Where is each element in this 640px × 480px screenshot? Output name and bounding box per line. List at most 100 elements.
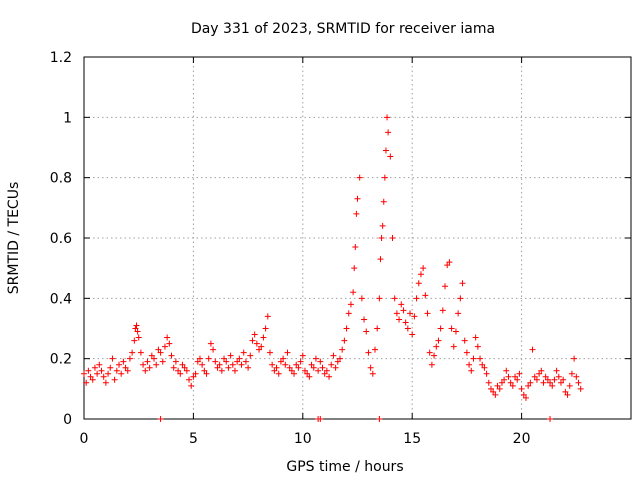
- data-point: [459, 280, 466, 287]
- data-point: [280, 355, 287, 362]
- data-point: [562, 388, 569, 395]
- data-point: [113, 367, 120, 374]
- data-point: [536, 370, 543, 377]
- data-point: [286, 364, 293, 371]
- data-point: [461, 337, 468, 344]
- data-point: [553, 367, 560, 374]
- data-point: [380, 198, 387, 205]
- data-point: [372, 346, 379, 353]
- data-point: [529, 346, 536, 353]
- x-tick-labels: 0 5 10 15 20: [80, 431, 531, 447]
- x-tick-label: 0: [80, 431, 89, 447]
- data-point: [341, 337, 348, 344]
- data-point: [571, 355, 578, 362]
- data-point: [352, 244, 359, 251]
- data-point: [249, 337, 256, 344]
- y-axis-title: SRMTID / TECUs: [6, 182, 22, 295]
- y-tick-label: 0: [63, 412, 72, 428]
- data-point: [415, 280, 422, 287]
- data-point: [126, 355, 133, 362]
- data-point: [304, 370, 311, 377]
- data-point: [124, 367, 131, 374]
- data-point: [266, 349, 273, 356]
- data-points: [81, 114, 584, 422]
- data-point: [411, 313, 418, 320]
- data-point: [384, 114, 391, 121]
- data-point: [490, 388, 497, 395]
- data-point: [83, 379, 90, 386]
- data-point: [422, 292, 429, 299]
- data-point: [379, 222, 386, 229]
- data-point: [122, 364, 129, 371]
- data-point: [131, 337, 138, 344]
- data-point: [496, 385, 503, 392]
- data-point: [144, 358, 151, 365]
- data-point: [485, 379, 492, 386]
- data-point: [308, 361, 315, 368]
- data-point: [120, 358, 127, 365]
- data-point: [240, 349, 247, 356]
- data-point: [376, 416, 383, 422]
- data-point: [378, 235, 385, 241]
- data-point: [295, 364, 302, 371]
- x-tick-label: 5: [189, 431, 198, 447]
- data-point: [538, 367, 545, 374]
- data-point: [205, 355, 212, 362]
- data-point: [262, 325, 269, 332]
- data-point: [293, 361, 300, 368]
- data-point: [420, 265, 427, 272]
- data-point: [381, 174, 388, 181]
- data-point: [354, 195, 361, 202]
- data-point: [275, 370, 282, 377]
- data-point: [282, 361, 289, 368]
- data-point: [531, 373, 538, 380]
- data-point: [194, 358, 201, 365]
- data-point: [151, 355, 158, 362]
- data-point: [85, 367, 92, 374]
- data-point: [568, 370, 575, 377]
- data-point: [566, 382, 573, 389]
- data-point: [345, 310, 352, 317]
- data-point: [514, 376, 521, 383]
- data-point: [527, 379, 534, 386]
- x-tick-label: 15: [403, 431, 421, 447]
- data-point: [299, 352, 306, 359]
- data-point: [170, 364, 177, 371]
- data-point: [367, 364, 374, 371]
- data-point: [351, 265, 358, 272]
- data-point: [315, 367, 322, 374]
- data-point: [575, 379, 582, 386]
- data-point: [507, 379, 514, 386]
- data-point: [256, 346, 263, 353]
- data-point: [356, 174, 363, 181]
- data-point: [353, 210, 360, 217]
- data-point: [404, 325, 411, 332]
- data-point: [407, 310, 414, 317]
- data-point: [273, 364, 280, 371]
- data-point: [146, 364, 153, 371]
- data-point: [549, 382, 556, 389]
- data-point: [186, 376, 193, 383]
- data-point: [105, 370, 112, 377]
- data-point: [382, 147, 389, 154]
- data-point: [389, 235, 396, 241]
- data-point: [245, 364, 252, 371]
- data-point: [330, 352, 337, 359]
- data-point: [332, 364, 339, 371]
- data-point: [457, 295, 464, 302]
- data-point: [547, 416, 554, 422]
- data-point: [452, 328, 459, 335]
- data-point: [288, 367, 295, 374]
- data-point: [503, 367, 510, 374]
- data-point: [428, 361, 435, 368]
- data-point: [153, 361, 160, 368]
- data-point: [326, 373, 333, 380]
- data-point: [258, 343, 265, 350]
- data-point: [203, 370, 210, 377]
- data-point: [498, 379, 505, 386]
- data-point: [142, 367, 149, 374]
- data-point: [472, 334, 479, 341]
- data-point: [468, 367, 475, 374]
- data-point: [520, 391, 527, 398]
